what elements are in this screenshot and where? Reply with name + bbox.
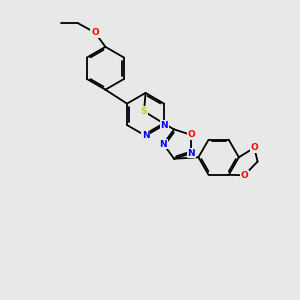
Text: S: S (141, 107, 147, 116)
Text: N: N (188, 148, 195, 158)
Text: O: O (91, 28, 99, 37)
Text: O: O (188, 130, 195, 140)
Text: O: O (240, 171, 248, 180)
Text: O: O (250, 143, 258, 152)
Text: N: N (142, 131, 149, 140)
Text: N: N (160, 140, 167, 148)
Text: N: N (160, 121, 168, 130)
